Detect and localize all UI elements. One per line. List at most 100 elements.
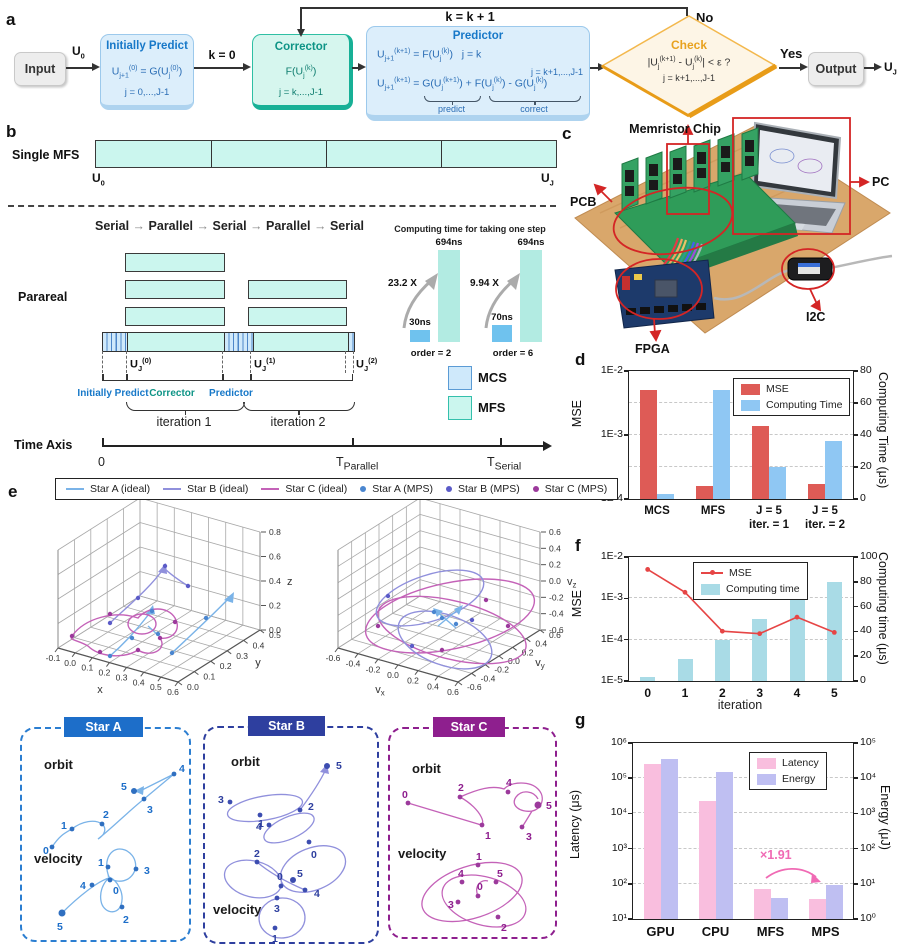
trajectory-point <box>119 904 125 910</box>
tick-mark <box>628 918 633 920</box>
svg-text:0.2: 0.2 <box>522 647 534 657</box>
svg-text:0.2: 0.2 <box>99 668 111 678</box>
left-tick-label: 10⁴ <box>610 806 627 819</box>
loop-arrowhead <box>297 29 305 37</box>
arrow-input <box>66 67 94 69</box>
tick-mark <box>628 847 633 850</box>
right-tick-label: 20 <box>860 649 872 662</box>
predictor-formula-1: Uj+1(k+1) = F(Uj(k)) j = k <box>377 48 482 63</box>
point-number: 0 <box>477 881 483 893</box>
category-label: J = 5 iter. = 2 <box>805 505 845 532</box>
grid-line <box>629 466 853 467</box>
time-axis-line <box>102 445 543 447</box>
star-legend-item: Star B (MPS) <box>445 483 520 495</box>
memristor-chip-boards <box>621 127 759 211</box>
parareal-bar <box>125 280 225 299</box>
trajectory-point <box>99 821 105 827</box>
inset-title: Computing time for taking one step <box>394 224 546 234</box>
svg-text:0.4: 0.4 <box>269 576 281 586</box>
tick-mark <box>853 680 858 682</box>
ruler-tick <box>250 374 252 381</box>
time-axis-arrowhead <box>543 441 552 451</box>
parareal-label: Parareal <box>18 290 68 304</box>
computing-time-bar <box>825 441 842 499</box>
tick-mark <box>853 434 858 436</box>
point-number: 1 <box>476 851 482 863</box>
corrector-formula: F(Uj(k)) <box>285 65 317 80</box>
mcs-segment <box>225 333 253 351</box>
star-c-velocity-label: velocity <box>398 846 447 861</box>
point-number: 3 <box>147 804 153 816</box>
legend-label: Computing time <box>726 583 800 595</box>
ruler-tick <box>222 374 224 381</box>
point-number: 3 <box>274 903 280 915</box>
category-label: J = 5 iter. = 1 <box>749 505 789 532</box>
chart-legend: MSE Computing time <box>693 562 808 600</box>
star-a-orbit-label: orbit <box>44 757 73 772</box>
trajectory-point <box>302 887 308 893</box>
svg-text:0.4: 0.4 <box>427 681 439 691</box>
latency-bar <box>753 889 771 919</box>
inset-bar-mcs-2 <box>492 325 512 342</box>
svg-text:0.6: 0.6 <box>447 687 459 697</box>
parareal-bar <box>248 280 347 299</box>
legend-label: MSE <box>729 567 752 579</box>
k0-label: k = 0 <box>208 48 236 62</box>
latency-bar <box>808 898 826 919</box>
trajectory-point <box>69 826 75 832</box>
latency-bar <box>643 764 661 919</box>
arrow-output <box>864 67 876 69</box>
hardware-photo <box>574 117 893 342</box>
guide-line <box>250 351 251 373</box>
chart-legend: Latency Energy <box>749 752 827 790</box>
pcb-arrow <box>599 189 613 203</box>
inset-speedup-arrows <box>402 273 520 329</box>
trajectory-point <box>290 877 296 883</box>
arrow-k0 <box>194 67 244 69</box>
arrowhead <box>358 63 366 71</box>
point-number: 1 <box>272 933 278 944</box>
flow-arrow-icon: → <box>196 219 210 233</box>
tick-mark <box>624 498 629 500</box>
svg-text:0.6: 0.6 <box>549 630 561 640</box>
right-tick-label: 0 <box>860 674 866 686</box>
computing-time-bar <box>657 494 674 499</box>
orbit-points: 0 1 2 4 5 3 <box>402 777 552 843</box>
tick-mark <box>853 581 858 583</box>
mse-line <box>645 567 837 637</box>
trajectory-point <box>405 800 411 806</box>
point-number: 0 <box>277 871 283 883</box>
point-number: 5 <box>497 868 503 880</box>
serial-parallel-flow: Serial → Parallel → Serial → Parallel → … <box>95 219 364 233</box>
trajectory-point <box>455 899 461 905</box>
point-number: 2 <box>501 922 507 934</box>
ruler-tick <box>351 374 353 381</box>
legend-bar-swatch <box>741 383 760 395</box>
tick-mark <box>853 883 858 885</box>
star-b-orbit-label: orbit <box>231 754 260 769</box>
loop-line <box>300 7 688 9</box>
time-axis-label: Time Axis <box>14 438 73 452</box>
left-tick-label: 10⁶ <box>610 736 627 748</box>
trajectory-3d-plots: -0.1 0.0 0.1 0.2 0.3 0.4 0.5 0.6 0.00.10.20.30.4… <box>46 497 577 698</box>
mcs-legend-swatch <box>448 366 472 390</box>
mfs-segment <box>127 333 225 351</box>
svg-text:-0.6: -0.6 <box>549 625 564 635</box>
point-number: 0 <box>113 885 119 897</box>
point-number: 0 <box>402 789 408 801</box>
velocity-3d-grid: -0.6-0.4-0.20.00.20.40.6 -0.6-0.4-0.20.00… <box>326 497 577 698</box>
left-tick-label: 1E-2 <box>600 364 623 376</box>
point-number: 5 <box>546 800 552 812</box>
legend-bar-swatch <box>757 773 776 785</box>
category-label: MFS <box>756 924 785 939</box>
fpga-annotation-ellipse <box>615 258 703 320</box>
tick-mark <box>624 638 629 641</box>
trajectory-point <box>505 789 511 795</box>
right-tick-label: 10² <box>860 841 876 854</box>
flow-word: Serial <box>329 219 365 233</box>
point-number: 2 <box>254 848 260 860</box>
tick-mark <box>628 812 633 815</box>
chart-legend: MSE Computing Time <box>733 378 851 416</box>
trajectory-point <box>89 882 95 888</box>
